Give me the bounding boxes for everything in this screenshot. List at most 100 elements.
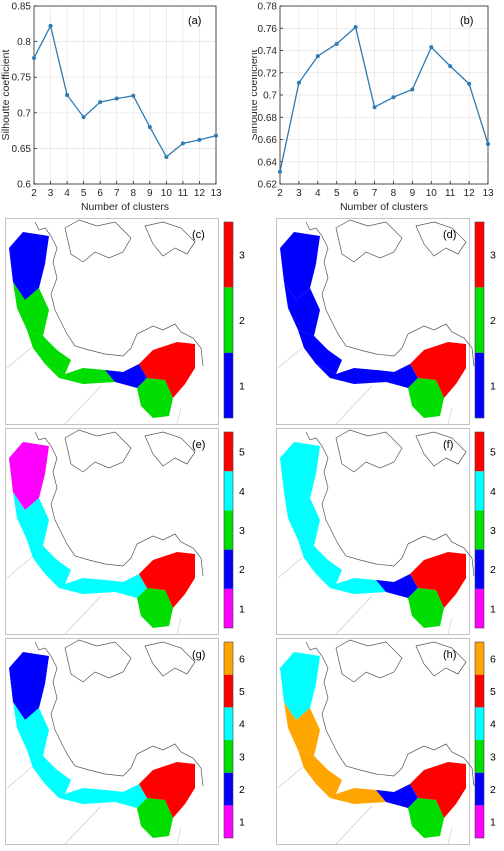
data-point [114,96,119,101]
cluster-map-h: (h) 1 2 3 4 5 6 [276,638,501,846]
x-tick-label: 7 [114,188,120,199]
cluster-zone [9,442,49,510]
series-line [33,24,217,158]
graticule-line [176,617,182,635]
data-point [410,87,415,92]
panel-label: (g) [192,649,205,661]
y-tick-label: 0.64 [258,157,278,168]
map-e-svg: (e) 1 2 3 4 5 [5,428,245,635]
colorbar-segment [224,549,233,589]
x-axis-label: Number of clusters [340,201,428,213]
graticule-line [64,805,102,845]
data-point [486,141,490,146]
colorbar-frame [223,221,234,419]
graticule-line [335,385,373,425]
data-point [372,105,377,110]
graticule-line [447,407,453,425]
colorbar-label: 1 [490,817,496,829]
cluster-zone [376,364,418,388]
cluster-map-g: (g) 1 2 3 4 5 6 [5,638,250,846]
cluster-zone [13,702,49,756]
cluster-zone [105,574,147,598]
x-tick-label: 10 [426,188,438,199]
cluster-zone [105,784,147,808]
cluster-zone [298,750,342,794]
graticule-line [64,595,102,635]
colorbar-segment [224,740,233,773]
colorbar-label: 2 [490,315,496,327]
cluster-zone [45,784,123,804]
coastline [415,431,467,467]
x-tick-label: 6 [97,188,103,199]
x-tick-label: 13 [210,188,222,199]
colorbar-frame [474,641,485,839]
cluster-zone [298,330,342,374]
coastline [64,639,132,683]
data-point [98,100,103,105]
graticule-line [335,805,373,845]
cluster-zone [105,364,147,388]
colorbar-label: 1 [490,380,496,392]
coastline [144,431,196,467]
colorbar-label: 2 [490,784,496,796]
x-tick-label: 13 [482,188,494,199]
panel-label: (h) [443,649,456,661]
x-tick-label: 7 [372,188,378,199]
cluster-zone [280,442,320,510]
colorbar-label: 3 [239,250,245,262]
colorbar-segment [224,222,233,288]
silhouette-chart-a: 2 3 4 5 6 7 8 9 10 11 12 13 0.6 0.65 0.7 0.75 0.8 0.85 Num… [0,0,252,218]
panel-label: (b) [460,15,473,27]
cluster-zone [408,588,444,628]
y-tick-label: 0.62 [258,180,278,191]
coastline [305,431,475,577]
data-point [65,93,70,97]
coastline [34,641,204,787]
cluster-zone [316,784,394,804]
cluster-zone [27,540,71,584]
data-point [391,95,396,100]
cluster-zone [408,798,444,838]
colorbar-label: 5 [490,686,496,698]
colorbar-segment [224,432,233,472]
colorbar-label: 5 [490,447,496,459]
x-tick-label: 3 [48,188,54,199]
colorbar-label: 1 [239,380,245,392]
graticule-line [447,617,453,635]
colorbar-segment [224,287,233,353]
x-axis-label: Number of clusters [81,201,169,213]
x-tick-label: 9 [410,188,416,199]
cluster-zone [284,702,320,756]
graticule-line [176,827,182,845]
x-tick-label: 10 [161,188,173,199]
cluster-zone [13,492,49,546]
cluster-zone [410,552,466,608]
data-point [180,141,185,146]
x-tick-label: 6 [353,188,359,199]
cluster-map-e: (e) 1 2 3 4 5 [5,428,250,636]
map-f-svg: (f) 1 2 3 4 5 [276,428,496,635]
coastline [305,221,475,367]
x-tick-label: 11 [445,188,456,199]
cluster-zone [137,588,173,628]
colorbar-frame [474,221,485,419]
colorbar-segment [224,707,233,740]
x-tick-label: 9 [147,188,153,199]
cluster-zone [410,762,466,818]
colorbar-segment [224,805,233,838]
data-point [48,23,53,28]
cluster-zone [316,574,394,594]
data-point [315,54,320,59]
colorbar-segment [475,549,484,589]
x-tick-label: 5 [334,188,340,199]
cluster-zone [284,282,320,336]
coastline [34,431,204,577]
colorbar-label: 4 [490,719,496,731]
colorbar-label: 2 [239,784,245,796]
cluster-zone [27,750,71,794]
colorbar-label: 2 [239,564,245,576]
data-point [147,125,152,130]
map-d-svg: (d) 1 2 3 [276,218,496,425]
panel-label: (c) [192,229,205,241]
colorbar-label: 2 [239,315,245,327]
